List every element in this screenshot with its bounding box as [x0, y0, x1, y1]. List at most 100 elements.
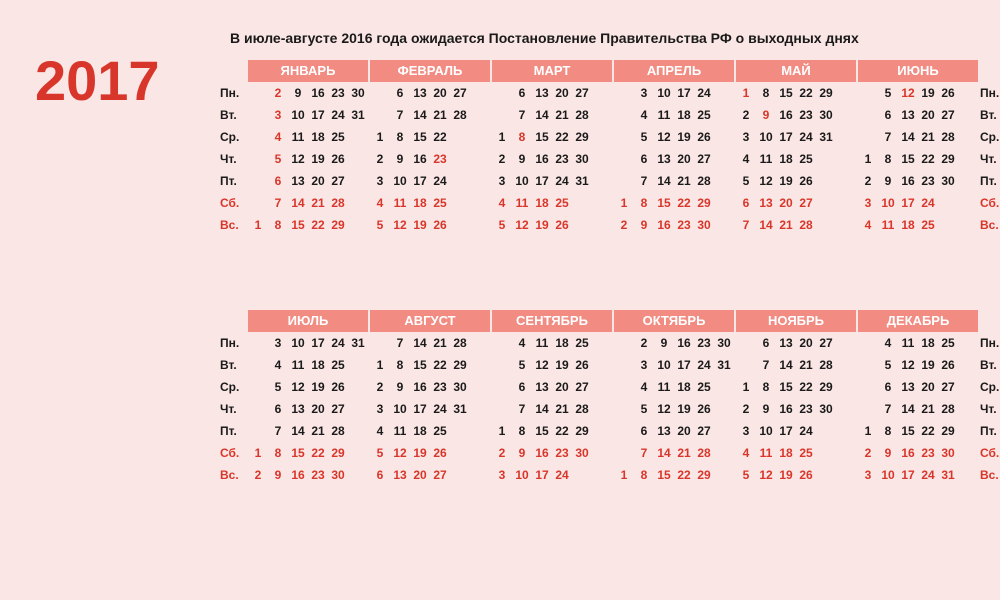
day-cell: 29 [816, 82, 836, 104]
day-cell [836, 354, 856, 376]
day-cell: 25 [694, 104, 714, 126]
day-cell [248, 82, 268, 104]
day-cell [450, 148, 470, 170]
day-cell: 18 [410, 420, 430, 442]
day-cell [836, 148, 856, 170]
day-cell: 19 [776, 170, 796, 192]
day-cell: 20 [308, 170, 328, 192]
day-cell: 7 [390, 332, 410, 354]
day-cell: 12 [756, 170, 776, 192]
day-cell: 13 [898, 376, 918, 398]
day-cell: 3 [492, 170, 512, 192]
day-cell: 9 [878, 170, 898, 192]
day-cell: 5 [268, 376, 288, 398]
day-cell [592, 376, 612, 398]
day-cell: 9 [268, 464, 288, 486]
day-cell: 13 [410, 82, 430, 104]
day-cell: 11 [654, 104, 674, 126]
day-cell [370, 104, 390, 126]
day-cell: 19 [308, 376, 328, 398]
day-cell [816, 420, 836, 442]
day-cell [958, 214, 978, 236]
day-cell: 9 [390, 376, 410, 398]
day-cell: 30 [816, 398, 836, 420]
day-cell: 4 [512, 332, 532, 354]
day-cell: 12 [898, 354, 918, 376]
day-cell [958, 126, 978, 148]
month-grid: 1234567891011121314151617181920212223242… [614, 82, 734, 236]
day-cell: 14 [898, 398, 918, 420]
day-cell [348, 126, 368, 148]
day-cell [836, 398, 856, 420]
month-header: НОЯБРЬ [736, 310, 856, 332]
month-header: ИЮЛЬ [248, 310, 368, 332]
day-cell: 14 [410, 104, 430, 126]
dow-label: Пт. [220, 420, 248, 442]
day-cell: 17 [532, 170, 552, 192]
day-cell [938, 214, 958, 236]
day-cell: 13 [390, 464, 410, 486]
dow-label: Пт. [220, 170, 248, 192]
day-cell: 10 [654, 82, 674, 104]
day-cell [614, 376, 634, 398]
day-cell: 30 [694, 214, 714, 236]
day-cell: 23 [552, 148, 572, 170]
month-block: СЕНТЯБРЬ12345678910111213141516171819202… [492, 310, 612, 486]
day-cell [492, 332, 512, 354]
day-cell: 11 [512, 192, 532, 214]
day-cell: 25 [918, 214, 938, 236]
day-cell: 3 [736, 420, 756, 442]
dow-label: Пн. [980, 332, 1000, 354]
month-grid: 1234567891011121314151617181920212223242… [614, 332, 734, 486]
day-cell: 26 [328, 376, 348, 398]
day-cell: 26 [938, 82, 958, 104]
day-cell: 8 [756, 82, 776, 104]
day-cell: 12 [654, 126, 674, 148]
day-cell: 1 [370, 126, 390, 148]
day-cell: 2 [614, 214, 634, 236]
day-cell: 29 [694, 464, 714, 486]
day-cell [592, 354, 612, 376]
day-cell: 19 [410, 442, 430, 464]
day-cell [836, 192, 856, 214]
day-cell: 20 [552, 82, 572, 104]
day-cell [614, 82, 634, 104]
month-grid: 1234567891011121314151617181920212223242… [736, 82, 856, 236]
day-cell: 28 [816, 354, 836, 376]
day-cell: 26 [552, 214, 572, 236]
day-cell: 15 [898, 420, 918, 442]
day-cell: 16 [532, 442, 552, 464]
day-cell: 4 [634, 104, 654, 126]
day-cell: 25 [328, 126, 348, 148]
day-cell [348, 376, 368, 398]
day-cell [248, 332, 268, 354]
day-cell: 14 [756, 214, 776, 236]
day-cell: 3 [736, 126, 756, 148]
day-cell: 6 [878, 104, 898, 126]
day-cell: 10 [878, 192, 898, 214]
day-cell [836, 214, 856, 236]
day-cell [592, 464, 612, 486]
day-cell: 7 [634, 170, 654, 192]
day-cell: 27 [572, 376, 592, 398]
day-cell: 27 [572, 82, 592, 104]
day-cell: 1 [248, 214, 268, 236]
day-cell: 30 [328, 464, 348, 486]
day-cell: 7 [390, 104, 410, 126]
day-cell: 18 [308, 126, 328, 148]
day-cell [470, 376, 490, 398]
headline-text: В июле-августе 2016 года ожидается Поста… [230, 30, 859, 46]
day-cell [614, 126, 634, 148]
day-cell [714, 192, 734, 214]
day-cell: 4 [858, 214, 878, 236]
day-cell [614, 420, 634, 442]
day-cell: 28 [938, 398, 958, 420]
months-container: ЯНВАРЬ1234567891011121314151617181920212… [248, 60, 980, 236]
day-cell: 27 [694, 148, 714, 170]
day-cell [614, 104, 634, 126]
day-cell: 5 [370, 214, 390, 236]
day-cell: 5 [512, 354, 532, 376]
day-cell: 26 [796, 464, 816, 486]
day-cell: 5 [878, 354, 898, 376]
day-cell: 25 [938, 332, 958, 354]
